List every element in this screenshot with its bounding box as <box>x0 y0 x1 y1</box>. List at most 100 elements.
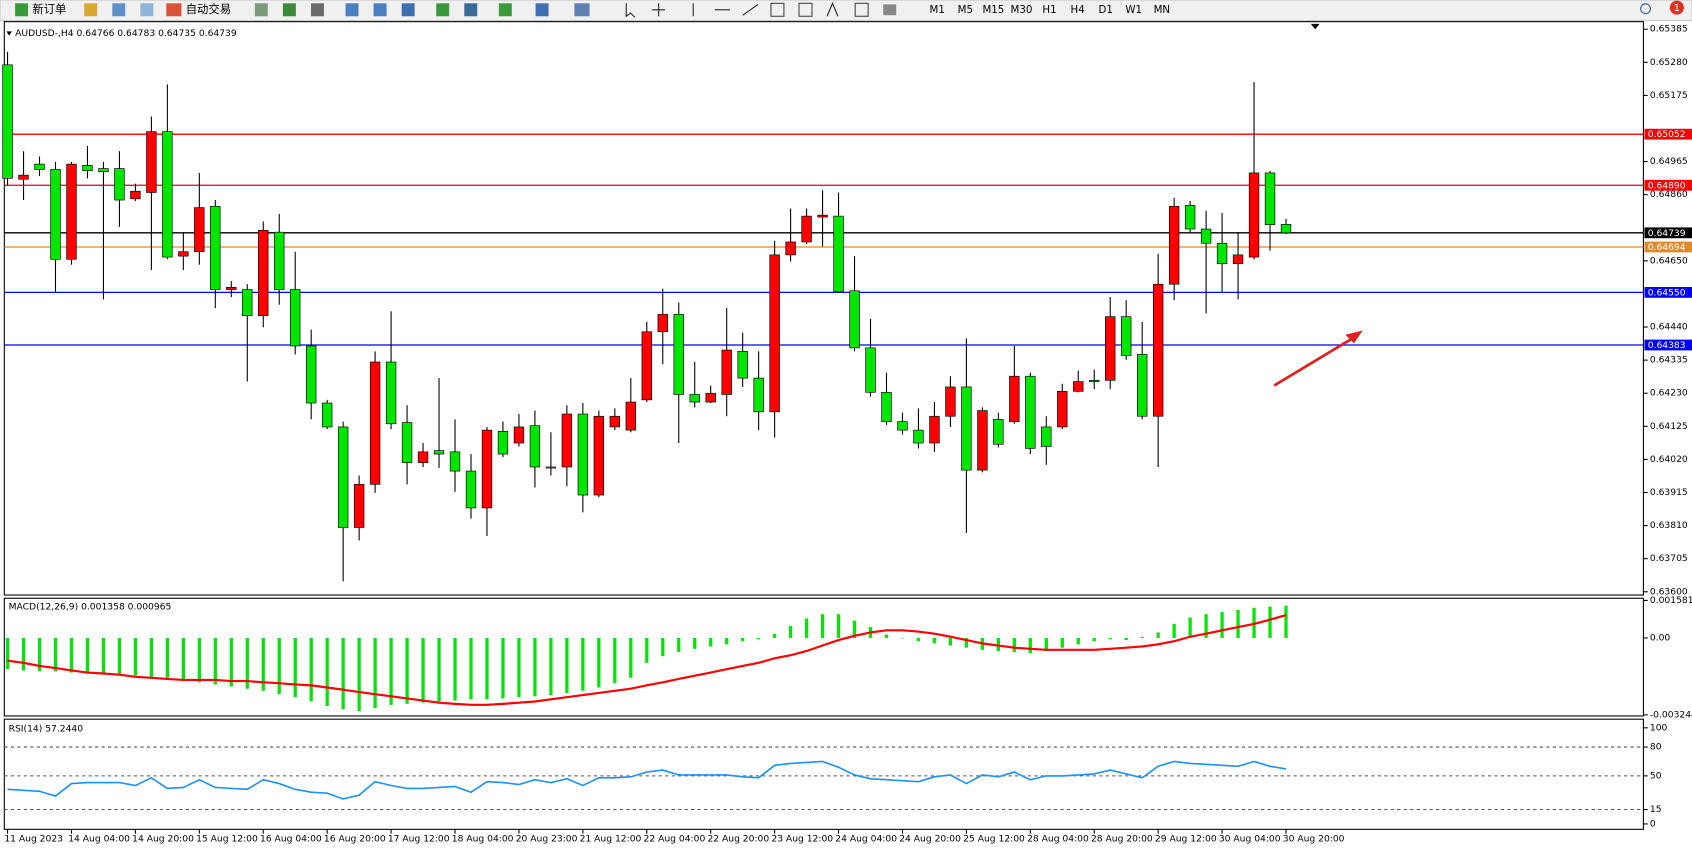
toolbar-bg <box>0 0 1692 22</box>
candle-body <box>242 289 253 317</box>
tool-icon[interactable] <box>254 3 268 17</box>
candle-body <box>561 413 573 468</box>
timeframe-button[interactable]: MN <box>1154 4 1171 16</box>
arrow-tool[interactable] <box>883 4 897 16</box>
candle-body <box>210 206 221 290</box>
candle-body <box>353 483 365 528</box>
x-tick-label: 11 Aug 2023 <box>4 834 63 845</box>
crosshair-tool[interactable] <box>652 3 666 17</box>
price-label: 0.64694 <box>1648 242 1686 253</box>
cursor-tool[interactable] <box>625 3 636 18</box>
toolbar: 新订单 自动交易 <box>0 0 1692 22</box>
tool-icon[interactable] <box>436 3 450 17</box>
periods[interactable] <box>535 3 549 17</box>
channel-tool[interactable] <box>770 2 785 17</box>
candle-body <box>785 241 796 256</box>
candle-body <box>258 229 269 317</box>
candle-body <box>306 345 317 404</box>
x-tick-label: 21 Aug 12:00 <box>580 834 642 845</box>
y-tick-label: 0.63810 <box>1650 520 1688 531</box>
candle-body <box>385 361 397 425</box>
candle-body <box>497 431 509 455</box>
timeframe-button[interactable]: M5 <box>958 4 973 16</box>
fibo-tool[interactable] <box>798 2 813 17</box>
timeframe-button[interactable]: W1 <box>1125 4 1142 16</box>
candle-body <box>114 168 125 201</box>
annotation-arrowhead <box>1345 330 1363 344</box>
tool-icon[interactable] <box>84 3 98 17</box>
x-tick-label: 17 Aug 12:00 <box>388 834 450 845</box>
chart-title: AUDUSD-,H4 0.64766 0.64783 0.64735 0.647… <box>15 28 237 39</box>
y-tick-label: 80 <box>1650 742 1662 753</box>
x-tick-label: 24 Aug 20:00 <box>899 834 961 845</box>
tool-icon[interactable] <box>464 3 478 17</box>
new-order-button[interactable]: 新订单 <box>32 2 66 16</box>
y-tick-label: 0.64125 <box>1650 421 1688 432</box>
tool-icon[interactable] <box>282 3 296 17</box>
x-tick-label: 28 Aug 20:00 <box>1091 834 1153 845</box>
y-tick-label: 0.64335 <box>1650 355 1688 366</box>
y-tick-label: 0.65385 <box>1650 24 1688 35</box>
candle-body <box>34 163 45 170</box>
timeframe-button[interactable]: D1 <box>1098 4 1112 16</box>
y-tick-label: 0.64440 <box>1650 322 1688 333</box>
candle-body <box>449 451 461 472</box>
candle-body <box>721 349 732 395</box>
candle-body <box>529 425 541 468</box>
notification-count: 1 <box>1674 3 1680 14</box>
x-tick-label: 30 Aug 20:00 <box>1283 834 1345 845</box>
candle-body <box>737 350 748 379</box>
tool-icon[interactable] <box>310 3 324 17</box>
tool-icon[interactable] <box>140 3 154 17</box>
y-tick-label: 0.64860 <box>1650 189 1688 200</box>
zoom-out[interactable] <box>373 3 387 17</box>
y-tick-label: 0.64230 <box>1650 388 1688 399</box>
timeframe-button[interactable]: H4 <box>1070 4 1084 16</box>
candle-body <box>1184 205 1196 230</box>
candle-body <box>657 314 668 333</box>
timeframe-button[interactable]: M1 <box>930 4 945 16</box>
candle-body <box>337 426 349 528</box>
candle-body <box>481 429 493 509</box>
autotrade-icon[interactable] <box>166 3 182 17</box>
signal-line <box>7 613 1287 706</box>
candle-body <box>753 377 764 413</box>
candle-body <box>513 426 525 444</box>
tile[interactable] <box>401 3 415 17</box>
timeframe-button[interactable]: M30 <box>1011 4 1033 16</box>
templates[interactable] <box>574 3 590 17</box>
candle-body <box>82 165 93 172</box>
search-icon[interactable] <box>1640 3 1651 15</box>
tool-icon[interactable] <box>112 3 126 17</box>
candle-body <box>433 450 445 455</box>
price-label: 0.64890 <box>1648 180 1686 191</box>
trend-tool[interactable] <box>742 3 759 16</box>
new-order-icon[interactable] <box>15 3 29 17</box>
x-tick-label: 22 Aug 20:00 <box>707 834 769 845</box>
label-tool[interactable] <box>854 2 869 17</box>
x-tick-label: 24 Aug 04:00 <box>835 834 897 845</box>
candle-body <box>625 401 636 431</box>
candle-body <box>929 415 940 444</box>
candle-body <box>833 215 844 293</box>
x-tick-label: 25 Aug 12:00 <box>963 834 1025 845</box>
candle-body <box>705 392 716 403</box>
timeframe-button[interactable]: M15 <box>982 4 1004 16</box>
text-tool[interactable] <box>826 1 839 17</box>
autotrade-button[interactable]: 自动交易 <box>186 2 231 16</box>
rsi-line <box>7 760 1287 800</box>
candle-body <box>18 174 29 180</box>
candle-body <box>66 163 77 260</box>
notification-badge[interactable] <box>1669 0 1684 15</box>
chart-shift-marker <box>1310 23 1320 30</box>
candle-body <box>1152 283 1164 417</box>
candle-body <box>178 251 189 257</box>
timeframe-button[interactable]: H1 <box>1042 4 1056 16</box>
marks: 0.65385 0.65280 0.65175 0.64965 0.64860 0.646… <box>2 24 1692 845</box>
zoom-in[interactable] <box>345 3 359 17</box>
price-label-bg <box>1644 339 1692 351</box>
y-tick-label: 0.65280 <box>1650 57 1688 68</box>
indicators[interactable] <box>498 3 512 17</box>
